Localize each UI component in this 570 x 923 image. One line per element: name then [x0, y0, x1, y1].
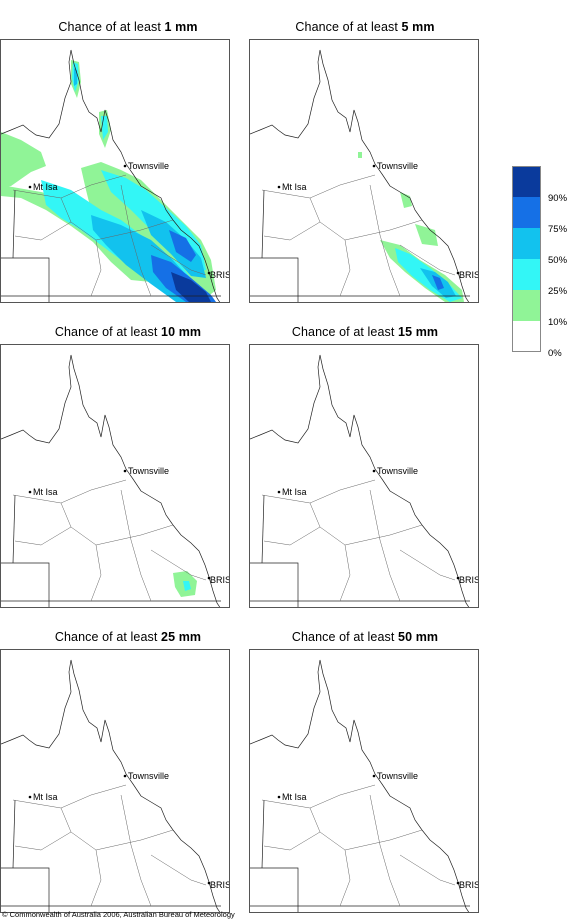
label-bris: BRIS	[459, 880, 479, 890]
legend-swatch-75	[512, 197, 541, 228]
label-townsville: Townsville	[377, 466, 418, 476]
town-markers	[277, 164, 460, 275]
color-legend	[512, 166, 541, 352]
town-markers	[277, 469, 460, 580]
label-townsville: Townsville	[128, 771, 169, 781]
legend-label-10: 10%	[548, 317, 568, 328]
label-bris: BRIS	[210, 880, 230, 890]
queensland-outline	[250, 354, 470, 607]
queensland-outline	[1, 49, 221, 302]
label-mt-isa: Mt Isa	[33, 792, 58, 802]
label-bris: BRIS	[210, 270, 230, 280]
town-markers	[28, 774, 211, 885]
queensland-outline	[1, 354, 221, 607]
legend-label-0: 0%	[548, 348, 562, 359]
district-boundaries	[261, 174, 456, 297]
panel-title-25mm: Chance of at least 25 mm	[54, 630, 202, 644]
legend-swatch-25	[512, 259, 541, 290]
label-mt-isa: Mt Isa	[33, 182, 58, 192]
panel-title-5mm: Chance of at least 5 mm	[295, 20, 435, 34]
panel-title-15mm: Chance of at least 15 mm	[291, 325, 439, 339]
map-panel-1mm: Townsville Mt Isa BRIS	[0, 39, 230, 303]
rainfall-shading	[358, 152, 464, 302]
queensland-outline	[250, 49, 470, 302]
map-panel-10mm: Townsville Mt Isa BRIS	[0, 344, 230, 608]
legend-swatch-50	[512, 228, 541, 259]
legend-label-50: 50%	[548, 255, 568, 266]
label-townsville: Townsville	[377, 771, 418, 781]
rainfall-shading	[1, 60, 216, 302]
label-bris: BRIS	[210, 575, 230, 585]
label-bris: BRIS	[459, 575, 479, 585]
district-boundaries	[261, 784, 456, 907]
map-panel-50mm: Townsville Mt Isa BRIS	[249, 649, 479, 913]
town-markers	[277, 774, 460, 885]
legend-label-25: 25%	[548, 286, 568, 297]
town-markers	[28, 164, 211, 275]
panel-title-1mm: Chance of at least 1 mm	[58, 20, 198, 34]
label-mt-isa: Mt Isa	[33, 487, 58, 497]
legend-label-75: 75%	[548, 224, 568, 235]
queensland-outline	[1, 659, 221, 912]
map-panel-5mm: Townsville Mt Isa BRIS	[249, 39, 479, 303]
town-markers	[28, 469, 211, 580]
label-mt-isa: Mt Isa	[282, 182, 307, 192]
district-boundaries	[12, 479, 207, 602]
copyright-notice: © Commonwealth of Australia 2006, Austra…	[2, 910, 235, 919]
label-mt-isa: Mt Isa	[282, 792, 307, 802]
panel-title-50mm: Chance of at least 50 mm	[291, 630, 439, 644]
label-townsville: Townsville	[128, 161, 169, 171]
district-boundaries	[261, 479, 456, 602]
label-mt-isa: Mt Isa	[282, 487, 307, 497]
district-boundaries	[12, 174, 207, 297]
label-bris: BRIS	[459, 270, 479, 280]
legend-label-90: 90%	[548, 193, 568, 204]
label-townsville: Townsville	[377, 161, 418, 171]
label-townsville: Townsville	[128, 466, 169, 476]
legend-swatch-90	[512, 166, 541, 197]
queensland-outline	[250, 659, 470, 912]
panel-title-10mm: Chance of at least 10 mm	[54, 325, 202, 339]
map-panel-25mm: Townsville Mt Isa BRIS	[0, 649, 230, 913]
map-panel-15mm: Townsville Mt Isa BRIS	[249, 344, 479, 608]
district-boundaries	[12, 784, 207, 907]
legend-swatch-10	[512, 290, 541, 321]
rainfall-shading	[173, 571, 197, 597]
legend-swatch-0	[512, 321, 541, 352]
